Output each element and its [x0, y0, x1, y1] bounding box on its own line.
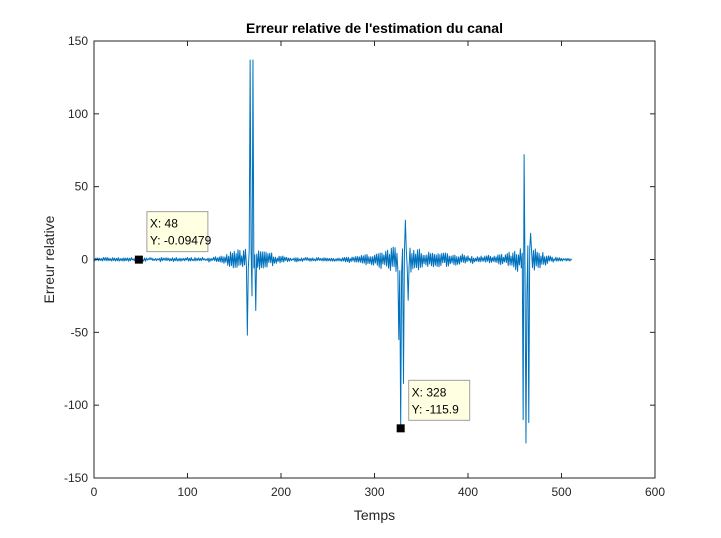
y-tick-label: 150 [68, 34, 88, 48]
series-layer [93, 59, 573, 444]
datatip-layer: X: 48 Y: -0.09479 X: 328 Y: -115.9 [134, 211, 471, 433]
datatip-y-text: Y: -0.09479 [150, 234, 212, 248]
datatip-box [146, 211, 209, 253]
y-tick-label: -150 [64, 471, 88, 485]
datatip-box [408, 379, 471, 421]
y-tick-label: 50 [75, 180, 89, 194]
x-axis-label: Temps [354, 507, 395, 523]
x-tick-label: 100 [177, 485, 197, 499]
x-tick-label: 500 [551, 485, 571, 499]
datatip-y-text: Y: -115.9 [412, 402, 459, 416]
y-axis-label: Erreur relative [41, 215, 57, 303]
datatip-marker[interactable] [396, 424, 405, 433]
x-tick-label: 200 [271, 485, 291, 499]
y-tick-label: -50 [71, 325, 89, 339]
axes-layer: 0 100 200 300 400 500 600 -150 -100 -50 0 50 100 150 [64, 34, 665, 499]
datatip[interactable]: X: 48 Y: -0.09479 [134, 211, 212, 264]
y-tick-label: 0 [81, 253, 88, 267]
datatip-marker[interactable] [134, 255, 143, 264]
datatip[interactable]: X: 328 Y: -115.9 [396, 379, 471, 433]
x-tick-label: 600 [645, 485, 665, 499]
y-tick-label: 100 [68, 107, 88, 121]
x-tick-label: 400 [458, 485, 478, 499]
y-tick-label: -100 [64, 398, 88, 412]
datatip-x-text: X: 328 [412, 385, 447, 399]
x-tick-label: 0 [91, 485, 98, 499]
chart-title: Erreur relative de l'estimation du canal [246, 20, 503, 36]
x-tick-label: 300 [364, 485, 384, 499]
series-line [93, 59, 573, 444]
datatip-x-text: X: 48 [150, 217, 178, 231]
